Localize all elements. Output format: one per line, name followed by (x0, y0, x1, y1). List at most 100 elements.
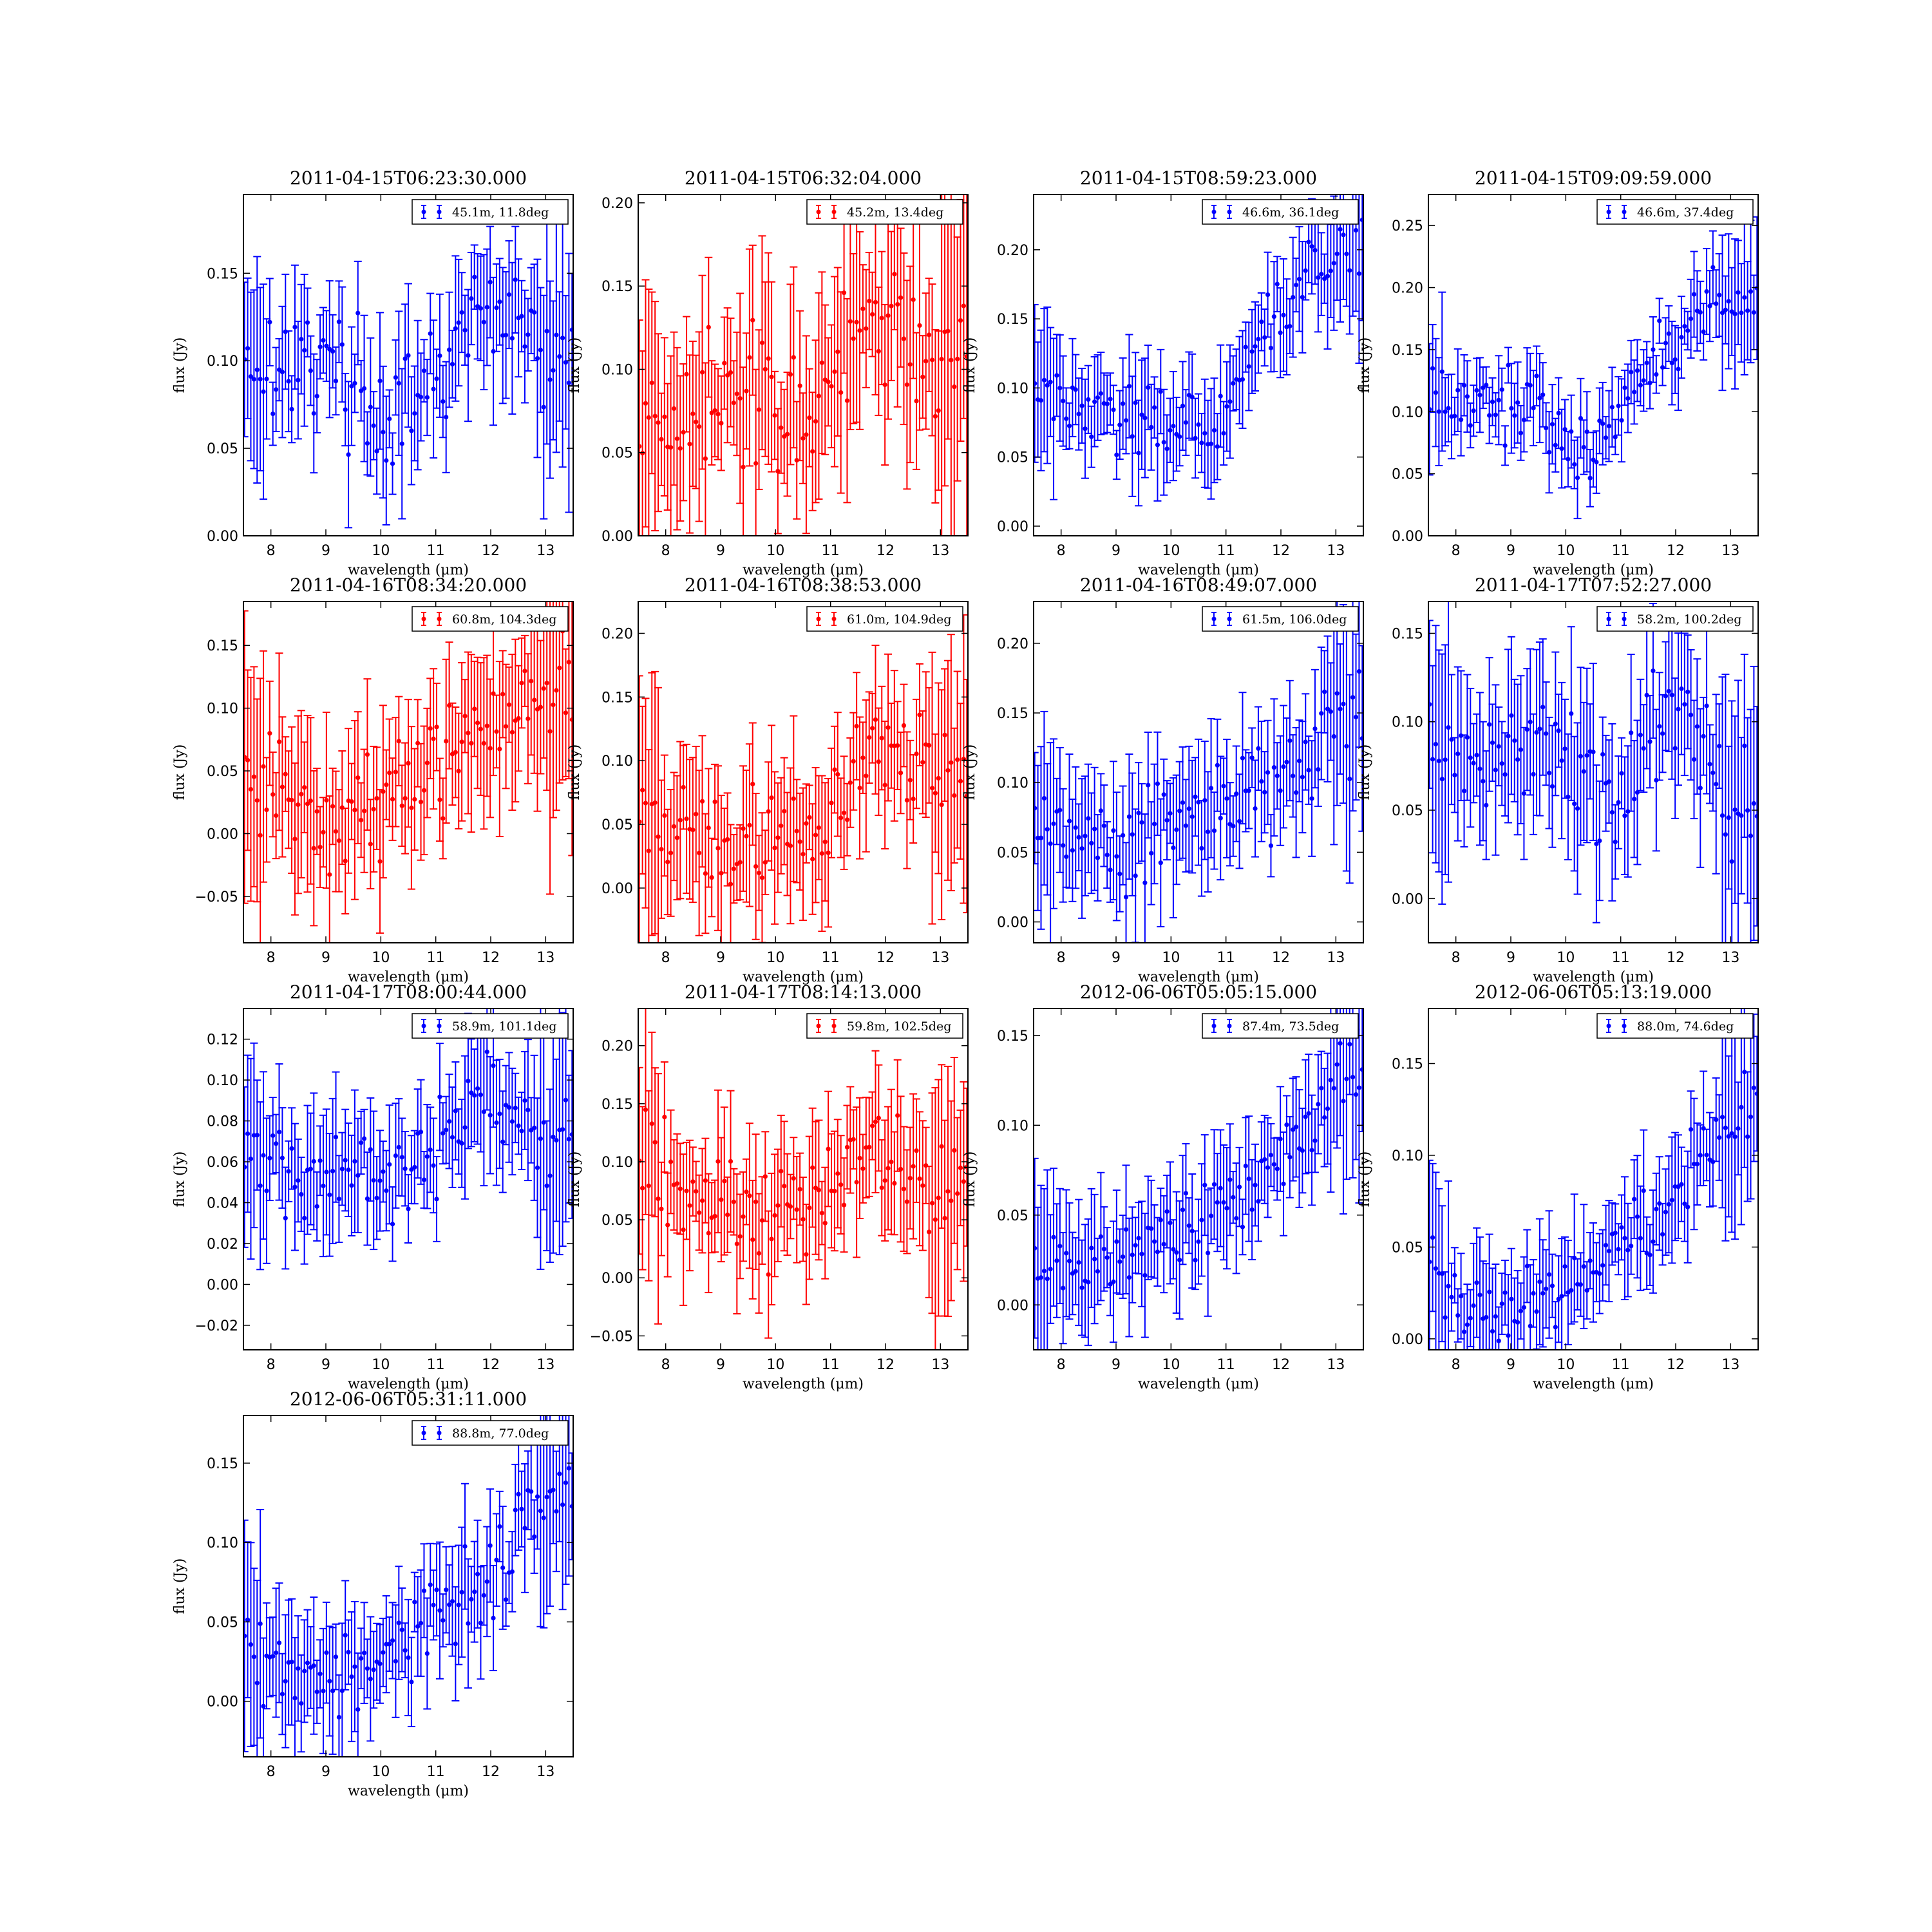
data-point (261, 764, 266, 769)
y-tick-label: 0.15 (601, 690, 633, 706)
chart-svg: 8 9 10 11 12 13 −0.05 0.00 0.05 0.10 0.15 0.20 wavel… (567, 1008, 969, 1392)
y-tick-label: 0.00 (207, 529, 238, 545)
data-point (769, 1236, 774, 1242)
x-tick-label: 11 (822, 1357, 840, 1373)
data-point (1528, 719, 1533, 724)
y-tick-label: −0.02 (195, 1318, 238, 1334)
data-point (649, 1121, 654, 1126)
data-point (844, 398, 850, 403)
data-point (728, 370, 734, 375)
data-point (800, 1217, 806, 1222)
data-point (1518, 747, 1524, 752)
data-point (453, 1108, 458, 1113)
data-point (431, 736, 436, 741)
data-point (1171, 845, 1176, 851)
data-point (895, 1113, 900, 1118)
y-axis-label: flux (Jy) (962, 744, 978, 800)
y-tick-label: 0.00 (601, 1271, 633, 1287)
data-point (1338, 706, 1343, 712)
data-point (832, 1188, 837, 1194)
data-point (838, 815, 844, 820)
data-point (1146, 782, 1151, 788)
data-point (406, 1206, 411, 1211)
data-point (361, 808, 367, 813)
data-point (772, 846, 777, 851)
data-point (706, 1231, 711, 1236)
data-point (1296, 758, 1302, 764)
data-point (547, 728, 553, 734)
data-point (248, 374, 254, 379)
data-point (1676, 706, 1681, 712)
data-point (674, 1181, 679, 1186)
data-point (1061, 1285, 1066, 1291)
data-point (296, 1178, 301, 1183)
data-point (299, 791, 304, 797)
x-tick-label: 13 (536, 543, 554, 559)
y-tick-label: 0.10 (1392, 715, 1423, 731)
data-point (1218, 1186, 1223, 1191)
data-point (756, 870, 762, 876)
data-point (1092, 1256, 1097, 1262)
data-point (1644, 360, 1649, 366)
data-point (261, 1153, 266, 1158)
data-point (1249, 755, 1255, 761)
data-point (292, 837, 298, 842)
data-point (1306, 768, 1311, 773)
data-point (399, 441, 404, 446)
data-point (336, 319, 342, 325)
x-tick-label: 11 (1612, 950, 1630, 966)
data-point (1322, 689, 1327, 694)
data-point (488, 1113, 493, 1118)
data-point (744, 388, 749, 393)
data-point (1066, 1258, 1072, 1264)
data-point (245, 757, 251, 762)
data-point (638, 819, 642, 824)
x-tick-label: 12 (1272, 950, 1290, 966)
data-point (254, 798, 260, 803)
data-point (245, 1131, 251, 1137)
data-point (1654, 372, 1659, 377)
data-point (1544, 731, 1549, 736)
data-point (1101, 823, 1106, 828)
data-point (665, 1222, 670, 1227)
data-point (1281, 312, 1286, 317)
data-point (566, 659, 572, 665)
data-point (684, 1188, 689, 1193)
data-point (1234, 1216, 1239, 1221)
data-point (1227, 1177, 1233, 1182)
data-point (1300, 775, 1305, 780)
data-point (807, 415, 812, 421)
data-point (1443, 409, 1448, 414)
data-point (759, 340, 765, 345)
data-point (424, 395, 430, 400)
data-point (772, 413, 777, 418)
data-point (1303, 739, 1308, 744)
data-point (1566, 794, 1571, 799)
data-point (276, 1130, 282, 1135)
data-point (371, 1178, 376, 1183)
y-axis-label: flux (Jy) (567, 337, 583, 393)
data-point (1682, 324, 1687, 329)
data-point (1086, 1280, 1091, 1285)
data-point (876, 759, 881, 764)
plot-frame (243, 601, 574, 943)
data-point (671, 406, 677, 412)
data-point (469, 1090, 474, 1095)
data-point (810, 857, 815, 862)
data-point (336, 1197, 342, 1202)
data-point (681, 1227, 686, 1233)
data-point (1531, 772, 1536, 777)
series-group (1034, 601, 1363, 943)
chart-title: 2011-04-17T07:52:27.000 (1474, 574, 1712, 596)
data-point (762, 1174, 768, 1179)
data-point (1161, 440, 1166, 445)
data-point (434, 376, 439, 381)
data-point (551, 1134, 556, 1140)
data-point (1603, 435, 1609, 440)
y-tick-label: 0.10 (207, 354, 238, 370)
data-point (258, 377, 263, 382)
x-tick-label: 12 (876, 1357, 895, 1373)
data-point (1657, 318, 1662, 323)
data-point (1303, 268, 1308, 273)
data-point (472, 706, 477, 712)
